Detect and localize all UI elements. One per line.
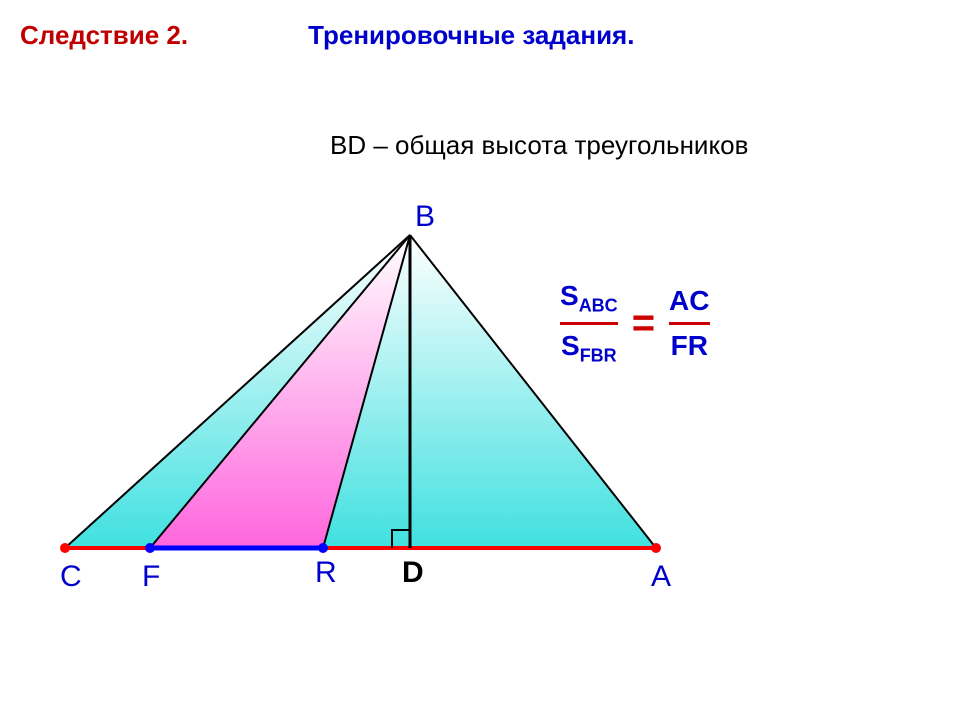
- subtitle: BD – общая высота треугольников: [330, 130, 748, 161]
- fraction-areas: SABC SFBR: [560, 280, 618, 366]
- point-a: [651, 543, 661, 553]
- header-right: Тренировочные задания.: [308, 20, 634, 51]
- s-symbol: S: [560, 280, 579, 311]
- abc-subscript: ABC: [579, 296, 618, 316]
- diagram-svg: [40, 220, 680, 600]
- fbr-subscript: FBR: [580, 345, 617, 365]
- point-f: [145, 543, 155, 553]
- label-d: D: [402, 556, 424, 590]
- point-r: [318, 543, 328, 553]
- s-symbol-2: S: [561, 330, 580, 361]
- label-c: C: [60, 560, 82, 594]
- triangle-diagram: B C A F R D: [40, 220, 680, 600]
- numerator-ac: AC: [669, 285, 709, 322]
- header-left: Следствие 2.: [20, 20, 188, 51]
- equals-sign: =: [632, 303, 655, 343]
- formula: SABC SFBR = AC FR: [560, 280, 710, 366]
- label-f: F: [142, 560, 160, 594]
- header: Следствие 2. Тренировочные задания.: [20, 20, 634, 51]
- label-r: R: [315, 556, 337, 590]
- label-a: A: [651, 560, 671, 594]
- fraction-sides: AC FR: [669, 285, 709, 362]
- denominator-sfbr: SFBR: [561, 325, 617, 367]
- label-b: B: [415, 200, 435, 234]
- denominator-fr: FR: [671, 325, 708, 362]
- point-c: [60, 543, 70, 553]
- numerator-sabc: SABC: [560, 280, 618, 322]
